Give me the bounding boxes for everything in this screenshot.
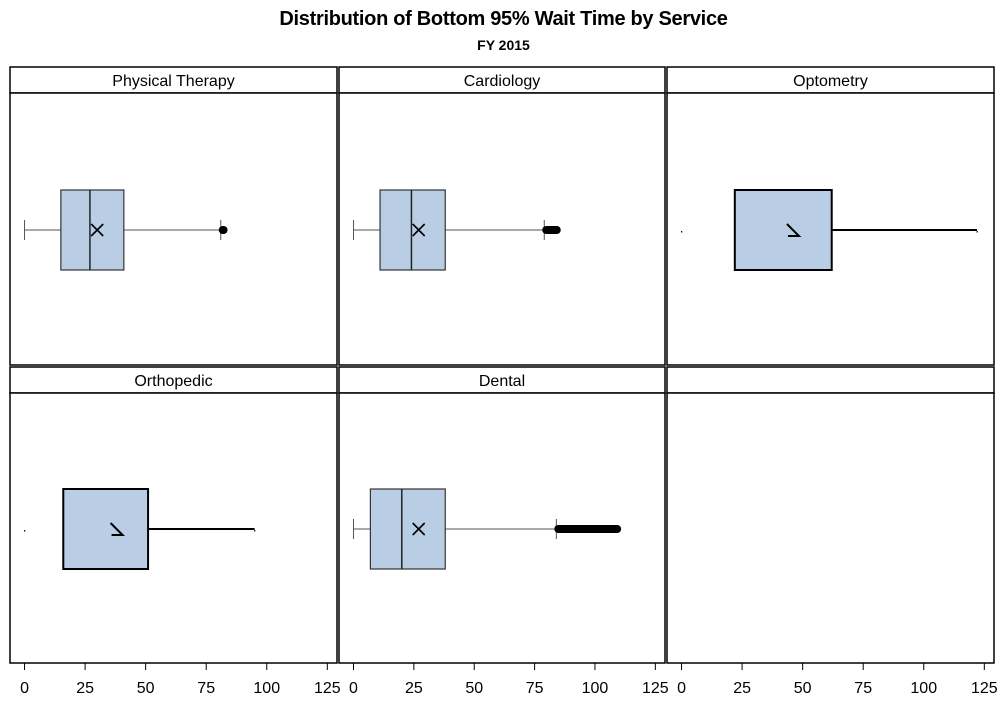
panel-plot-area-physical-therapy — [9, 92, 338, 366]
mean-marker-optometry — [786, 223, 802, 237]
max-point-optometry — [976, 231, 978, 233]
x-tick-label: 50 — [794, 680, 812, 697]
x-tick-label: 100 — [910, 680, 937, 697]
box-optometry — [733, 189, 833, 271]
min-point-orthopedic — [24, 530, 26, 532]
mean-marker-cardiology — [412, 223, 426, 237]
x-tick-label: 75 — [526, 680, 544, 697]
x-tick-label: 125 — [314, 680, 341, 697]
x-tick-label: 25 — [76, 680, 94, 697]
mean-marker-orthopedic — [109, 522, 125, 536]
panel-label-physical-therapy: Physical Therapy — [112, 73, 234, 90]
outliers-dental — [554, 525, 622, 533]
panel-header-dental — [338, 366, 666, 394]
x-tick-label: 25 — [405, 680, 423, 697]
panel-label-orthopedic: Orthopedic — [134, 373, 212, 390]
panel-header-empty — [666, 366, 995, 394]
panel-header-optometry — [666, 66, 995, 94]
x-tick-label: 125 — [642, 680, 669, 697]
outliers-physical-therapy — [218, 226, 228, 234]
x-tick-label: 50 — [137, 680, 155, 697]
outliers-cardiology — [542, 226, 561, 234]
panel-label-dental: Dental — [479, 373, 525, 390]
x-tick-label: 100 — [253, 680, 280, 697]
panel-plot-area-empty — [666, 392, 995, 664]
x-tick-label: 75 — [197, 680, 215, 697]
x-tick-label: 50 — [465, 680, 483, 697]
box-orthopedic — [62, 488, 150, 570]
mean-marker-physical-therapy — [90, 223, 104, 237]
min-point-optometry — [681, 231, 683, 233]
chart-subtitle: FY 2015 — [477, 37, 530, 53]
x-tick-label: 125 — [971, 680, 998, 697]
chart-title: Distribution of Bottom 95% Wait Time by … — [279, 8, 728, 30]
x-tick-label: 75 — [854, 680, 872, 697]
x-tick-label: 0 — [677, 680, 686, 697]
x-tick-label: 0 — [349, 680, 358, 697]
panel-header-cardiology — [338, 66, 666, 94]
box-dental — [369, 488, 446, 570]
mean-marker-dental — [412, 522, 426, 536]
panel-header-physical-therapy — [9, 66, 338, 94]
panel-label-cardiology: Cardiology — [464, 73, 540, 90]
x-tick-label: 25 — [733, 680, 751, 697]
panel-label-optometry: Optometry — [793, 73, 868, 90]
x-tick-label: 100 — [582, 680, 609, 697]
x-tick-label: 0 — [20, 680, 29, 697]
box-cardiology — [379, 189, 446, 271]
max-point-orthopedic — [254, 530, 256, 532]
box-physical-therapy — [60, 189, 125, 271]
